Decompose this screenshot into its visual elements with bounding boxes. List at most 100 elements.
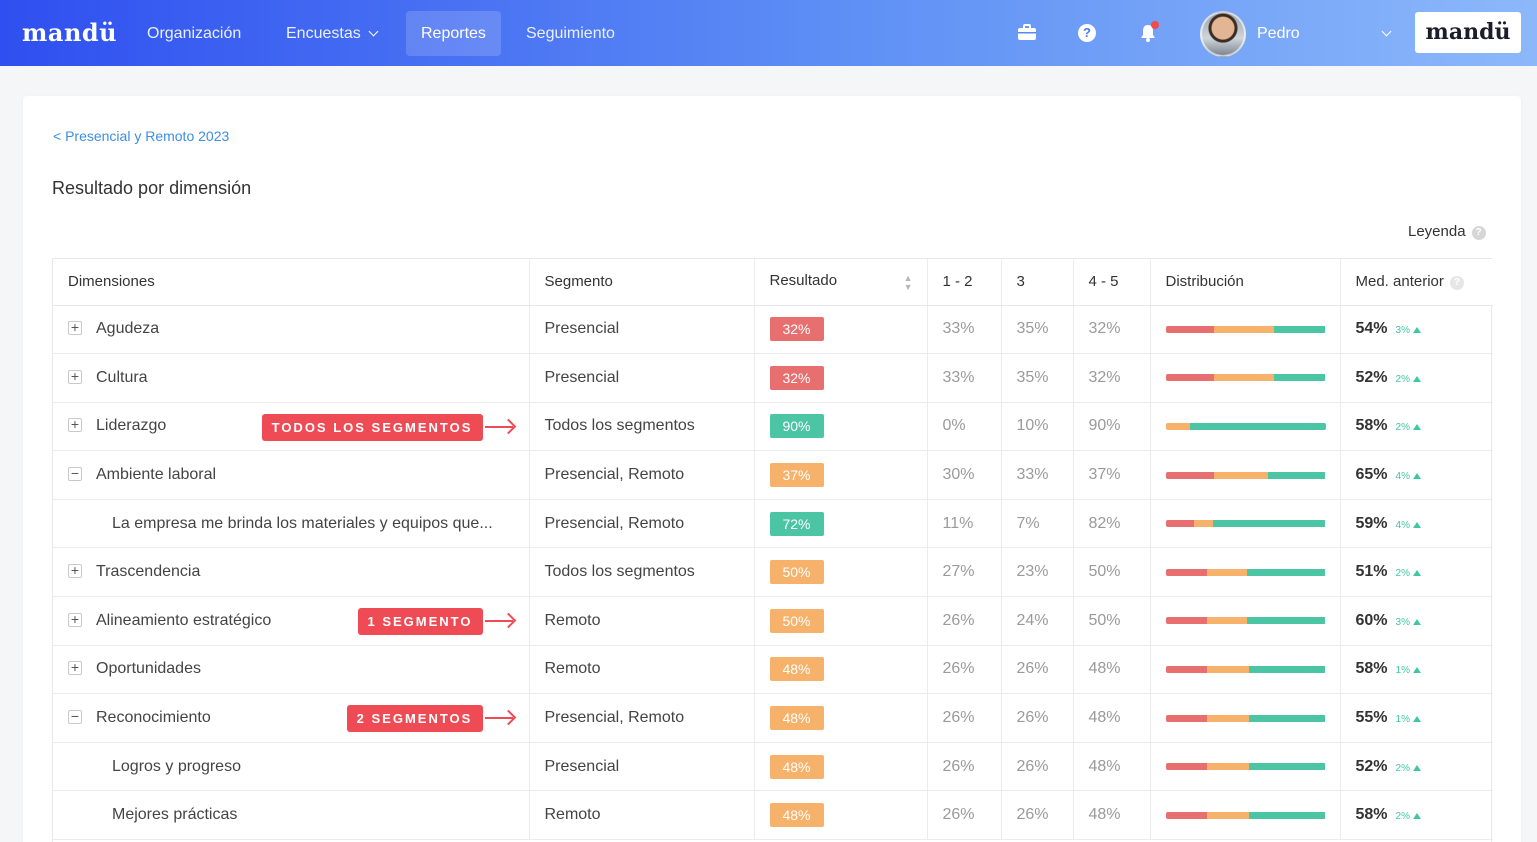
distribution-bar-mid [1207, 617, 1248, 625]
segment-cell: Presencial [529, 305, 755, 355]
previous-delta: 2% [1395, 422, 1410, 434]
trend-up-icon [1412, 521, 1421, 528]
table-header-row: Dimensiones Segmento Resultado ▲ ▼ 1 - 2 3… [53, 259, 1493, 306]
dimension-cell: + Liderazgo TODOS LOS SEGMENTOS [53, 402, 530, 452]
sort-icon[interactable]: ▲ ▼ [903, 272, 913, 292]
dimension-name: Mejores prácticas [112, 806, 238, 824]
callout-label: TODOS LOS SEGMENTOS [261, 413, 483, 441]
expand-icon[interactable]: + [68, 417, 82, 433]
table-row[interactable]: Logros y progreso Presencial 48% 26% 26%… [53, 742, 1493, 792]
expand-icon[interactable]: + [68, 660, 82, 676]
score-high-cell: 32% [1073, 305, 1151, 355]
segment-cell: Remoto [529, 790, 755, 841]
distribution-cell [1150, 547, 1341, 598]
distribution-cell [1150, 742, 1341, 792]
table-row[interactable]: Mejores prácticas Remoto 48% 26% 26% 48%… [53, 790, 1493, 841]
table-row[interactable]: − Reconocimiento 2 SEGMENTOS Presencial, … [53, 693, 1493, 743]
score-low-cell: 27% [927, 547, 1002, 598]
legend-button[interactable]: Leyenda? [1408, 223, 1486, 240]
briefcase-icon[interactable] [1016, 22, 1038, 44]
table-row[interactable]: + Oportunidades Remoto 48% 26% 26% 48% 58… [53, 645, 1493, 695]
distribution-bar [1165, 714, 1326, 722]
table-row[interactable]: − Ambiente laboral Presencial, Remoto 37%… [53, 450, 1493, 500]
result-badge: 90% [769, 414, 824, 439]
callout-label: 2 SEGMENTOS [346, 705, 483, 733]
distribution-bar-low [1165, 568, 1208, 576]
previous-delta: 4% [1395, 519, 1410, 531]
info-icon[interactable]: ? [1471, 226, 1486, 240]
dimension-cell: + Agudeza [53, 305, 530, 355]
previous-delta: 1% [1395, 714, 1410, 726]
score-mid-cell: 35% [1001, 353, 1074, 403]
expand-icon[interactable]: + [68, 563, 82, 579]
table-row[interactable]: + Trascendencia Todos los segmentos 50% 2… [53, 547, 1493, 598]
dimension-name-wrap: − Ambiente laboral [68, 466, 216, 483]
result-badge: 48% [769, 754, 824, 779]
user-menu-chevron-icon[interactable] [1381, 26, 1392, 37]
segment-cell: Presencial [529, 353, 755, 403]
previous-cell: 58% 2% [1340, 790, 1493, 841]
result-badge: 50% [769, 608, 824, 633]
result-badge: 32% [769, 365, 824, 390]
distribution-cell [1150, 693, 1341, 743]
column-header-previous: Med. anterior? [1340, 259, 1493, 306]
table-row[interactable]: + Agudeza Presencial 32% 33% 35% 32% 54% 3… [53, 305, 1493, 355]
previous-delta: 3% [1395, 616, 1410, 628]
nav-item-organizacion[interactable]: Organización [147, 25, 242, 42]
distribution-bar [1165, 665, 1326, 673]
bell-icon[interactable] [1137, 22, 1159, 44]
expand-icon[interactable]: + [68, 320, 82, 336]
previous-cell: 65% 4% [1340, 450, 1493, 500]
previous-cell: 52% 2% [1340, 742, 1493, 792]
dimension-cell: + Trascendencia [53, 547, 530, 598]
table-row[interactable]: + Liderazgo TODOS LOS SEGMENTOS Todos los… [53, 402, 1493, 452]
nav-item-seguimiento[interactable]: Seguimiento [526, 25, 615, 42]
score-low-cell: 0% [927, 402, 1002, 452]
distribution-bar-high [1248, 811, 1326, 819]
distribution-bar-mid [1213, 325, 1275, 333]
dimension-name: Trascendencia [96, 563, 201, 581]
help-icon[interactable]: ? [1078, 24, 1096, 42]
breadcrumb[interactable]: < Presencial y Remoto 2023 [53, 128, 230, 144]
table-row[interactable]: + Cultura Presencial 32% 33% 35% 32% 52% 2… [53, 353, 1493, 403]
column-header-segment: Segmento [529, 259, 755, 306]
column-header-previous-label: Med. anterior [1355, 273, 1444, 291]
user-name[interactable]: Pedro [1257, 25, 1300, 42]
nav-item-reportes[interactable]: Reportes [406, 11, 501, 56]
result-cell: 72% [754, 499, 928, 549]
score-high-cell: 50% [1073, 596, 1151, 646]
info-icon[interactable]: ? [1449, 276, 1464, 291]
dimension-cell: − Ambiente laboral [53, 450, 530, 500]
avatar[interactable] [1200, 11, 1246, 57]
column-header-mid: 3 [1001, 259, 1074, 306]
previous-value: 58% [1355, 417, 1388, 435]
result-cell: 48% [754, 790, 928, 841]
score-high-cell: 32% [1073, 353, 1151, 403]
nav-item-encuestas[interactable]: Encuestas [271, 11, 392, 56]
collapse-icon[interactable]: − [68, 466, 82, 482]
segment-cell: Presencial, Remoto [529, 693, 755, 743]
brand-logo[interactable]: mandü [22, 18, 118, 47]
expand-icon[interactable]: + [68, 612, 82, 627]
table-row[interactable]: + Alineamiento estratégico 1 SEGMENTO Rem… [53, 596, 1493, 646]
distribution-bar-mid [1213, 374, 1275, 382]
page-title: Resultado por dimensión [52, 178, 252, 198]
distribution-bar-low [1165, 811, 1208, 819]
collapse-icon[interactable]: − [68, 709, 82, 725]
notification-badge [1151, 21, 1159, 29]
score-high-cell: 50% [1073, 547, 1151, 598]
previous-cell: 59% 4% [1340, 499, 1493, 549]
dimension-cell: + Oportunidades [53, 645, 530, 695]
dimension-cell: Logros y progreso [53, 742, 530, 792]
previous-delta: 2% [1395, 373, 1410, 385]
distribution-bar [1165, 471, 1326, 479]
previous-cell: 58% 1% [1340, 645, 1493, 695]
table-row[interactable]: La empresa me brinda los materiales y eq… [53, 499, 1493, 549]
column-header-result[interactable]: Resultado ▲ ▼ [754, 259, 928, 306]
distribution-bar [1165, 520, 1326, 528]
column-header-low: 1 - 2 [927, 259, 1002, 306]
distribution-bar [1165, 811, 1326, 819]
trend-up-icon [1412, 716, 1421, 723]
dimension-cell: La empresa me brinda los materiales y eq… [53, 499, 530, 549]
expand-icon[interactable]: + [68, 369, 82, 384]
